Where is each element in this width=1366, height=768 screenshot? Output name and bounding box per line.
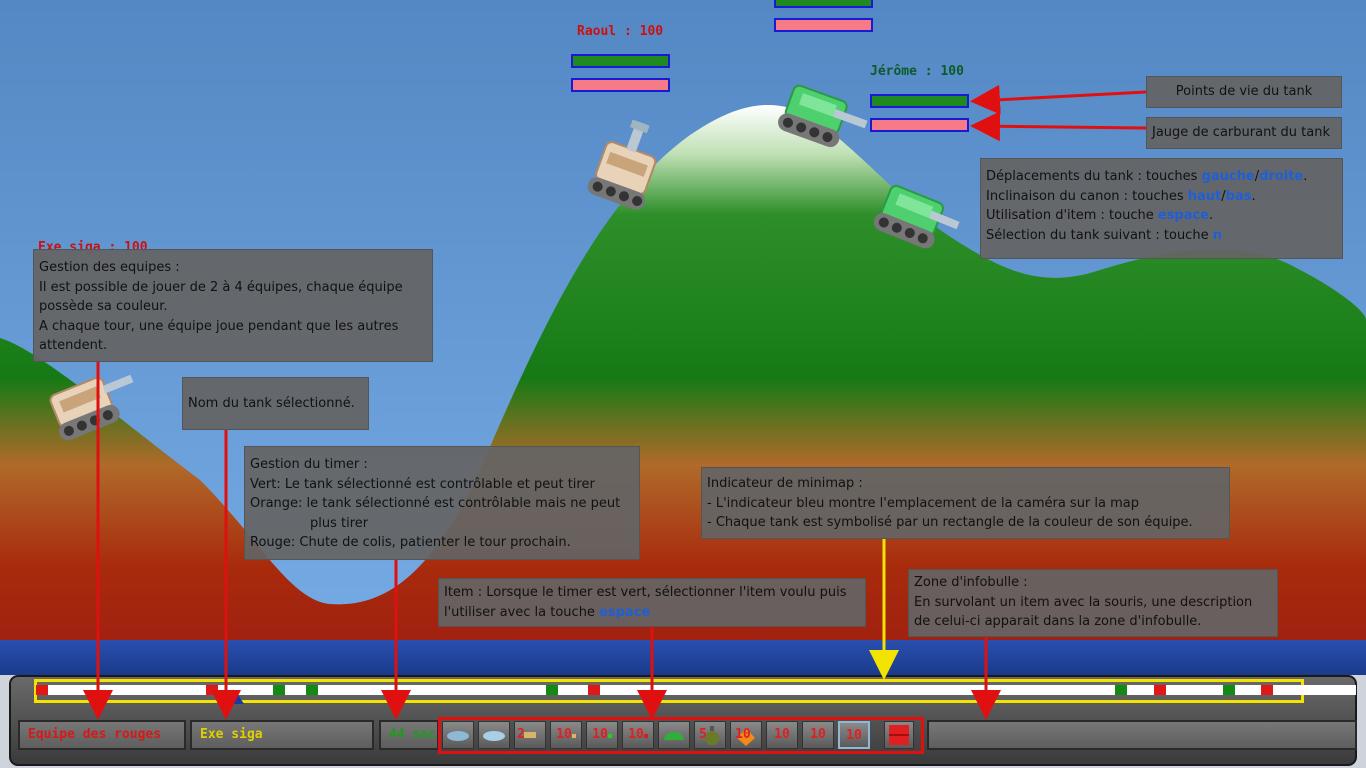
selected-tank-name: Exe siga [190, 720, 374, 750]
grenade-icon [705, 726, 719, 745]
item-slot[interactable]: 10 [550, 721, 582, 749]
annotation-teams: Gestion des equipes : Il est possible de… [33, 249, 433, 362]
item-slot[interactable]: 10 [766, 721, 798, 749]
mine-icon [664, 732, 684, 740]
missile-icon [524, 731, 536, 738]
annotation-item: Item : Lorsque le timer est vert, sélect… [438, 578, 866, 627]
item-slot[interactable] [442, 721, 474, 749]
tank-name-raoul: Raoul : 100 [577, 24, 664, 39]
fuel-bar-offscreen [774, 18, 873, 32]
tank-green-2[interactable] [868, 176, 968, 261]
item-slot[interactable]: 10 [730, 721, 762, 749]
hp-bar-jerome [870, 94, 969, 108]
tank-exe-siga[interactable] [40, 360, 150, 445]
tank-raoul[interactable] [585, 118, 665, 223]
minimap-tank-marker [1115, 685, 1127, 695]
airstrike-icon [737, 728, 755, 746]
tank-jerome[interactable] [772, 75, 872, 160]
annotation-timer: Gestion du timer : Vert: Le tank sélecti… [244, 446, 640, 560]
teleport-icon: 10 [846, 728, 862, 743]
minimap-tank-marker [306, 685, 318, 695]
item-slot[interactable]: 10 [622, 721, 654, 749]
ammo-green-icon [607, 734, 612, 738]
shell-icon [483, 731, 505, 741]
turn-timer: 44 sec [379, 720, 439, 750]
item-slot[interactable] [658, 721, 690, 749]
hp-bar-offscreen [774, 0, 873, 8]
water [0, 640, 1366, 675]
fuel-bar-jerome [870, 118, 969, 132]
minimap-tank-marker [588, 685, 600, 695]
annotation-hp: Points de vie du tank [1146, 76, 1342, 108]
item-slot[interactable] [478, 721, 510, 749]
minimap-tank-marker [1261, 685, 1273, 695]
annotation-infobulle: Zone d'infobulle : En survolant un item … [908, 569, 1278, 637]
item-slot[interactable]: 10 [838, 721, 870, 749]
minimap-tank-marker [546, 685, 558, 695]
item-slot[interactable]: 5 [694, 721, 726, 749]
annotation-controls: Déplacements du tank : touches gauche/dr… [980, 158, 1343, 259]
minimap-tank-marker [273, 685, 285, 695]
infobulle-zone [927, 720, 1357, 750]
ammo-icon [571, 734, 576, 738]
item-bar-highlight [438, 717, 924, 754]
team-label: Equipe des rouges [18, 720, 186, 750]
shell-icon [447, 731, 469, 741]
tank-name-jerome: Jérôme : 100 [870, 64, 964, 79]
item-slot[interactable]: 10 [802, 721, 834, 749]
camera-indicator-icon [226, 690, 244, 704]
minimap-tank-marker [206, 685, 218, 695]
item-slot[interactable]: 10 [586, 721, 618, 749]
item-slot[interactable]: 2 [514, 721, 546, 749]
item-slot[interactable] [884, 721, 914, 749]
annotation-tank-name: Nom du tank sélectionné. [182, 377, 369, 430]
ammo-red-icon [643, 734, 648, 738]
annotation-fuel: Jauge de carburant du tank [1146, 117, 1342, 149]
minimap-tank-marker [36, 685, 48, 695]
shield-icon [889, 725, 909, 745]
annotation-minimap: Indicateur de minimap : - L'indicateur b… [701, 467, 1230, 539]
hp-bar-raoul [571, 54, 670, 68]
minimap-tank-marker [1223, 685, 1235, 695]
fuel-bar-raoul [571, 78, 670, 92]
minimap-tank-marker [1154, 685, 1166, 695]
minimap-bar[interactable] [38, 685, 1356, 695]
